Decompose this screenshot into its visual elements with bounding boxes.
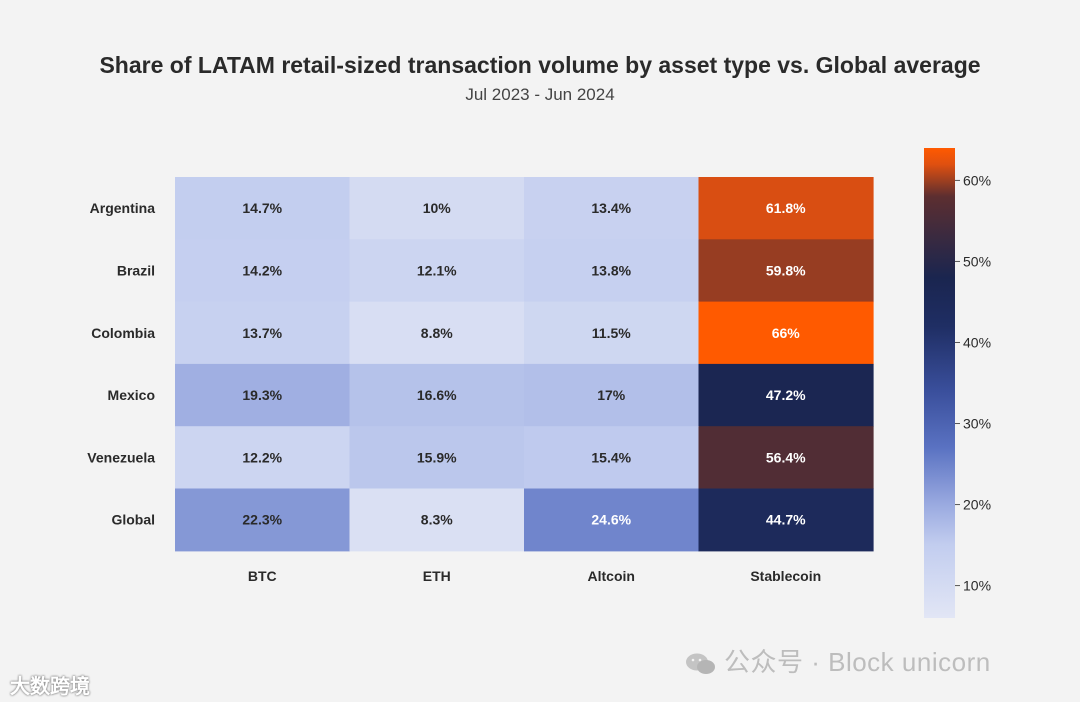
heatmap-cell bbox=[175, 488, 351, 552]
cell-value-label: 17% bbox=[597, 387, 626, 403]
cell-value-label: 13.4% bbox=[591, 200, 631, 216]
heatmap-cell bbox=[349, 239, 525, 303]
heatmap-cell bbox=[175, 363, 351, 427]
wechat-icon bbox=[686, 653, 715, 675]
colorbar-gradient bbox=[924, 148, 955, 618]
cell-value-label: 61.8% bbox=[766, 200, 806, 216]
heatmap-cells: 14.7% 10% 13.4% 61.8% 14.2% 12.1% 13.8% 59.8% 13… bbox=[175, 177, 874, 552]
column-label: Stablecoin bbox=[750, 568, 821, 584]
heatmap-cell bbox=[524, 301, 700, 365]
heatmap-cell bbox=[349, 488, 525, 552]
heatmap-cell bbox=[698, 363, 874, 427]
cell-value-label: 13.8% bbox=[591, 262, 631, 278]
column-label: BTC bbox=[248, 568, 277, 584]
row-label: Colombia bbox=[91, 325, 155, 341]
heatmap-cell bbox=[524, 426, 700, 490]
row-label: Venezuela bbox=[87, 449, 155, 465]
cell-value-label: 44.7% bbox=[766, 512, 806, 528]
row-label: Argentina bbox=[90, 200, 156, 216]
heatmap-cell bbox=[175, 177, 351, 240]
colorbar: 10% 20% 30% 40% 50% 60% bbox=[924, 148, 991, 618]
heatmap-cell bbox=[349, 301, 525, 365]
watermark-text: 公众号 · Block unicorn bbox=[724, 647, 991, 677]
heatmap-cell bbox=[349, 177, 525, 240]
cell-value-label: 12.2% bbox=[242, 449, 282, 465]
cell-value-label: 12.1% bbox=[417, 262, 457, 278]
colorbar-tick-label: 40% bbox=[963, 334, 991, 350]
chart-subtitle: Jul 2023 - Jun 2024 bbox=[465, 85, 615, 104]
heatmap-cell bbox=[698, 488, 874, 552]
row-label: Mexico bbox=[108, 387, 155, 403]
watermark-bottom-left: 大数跨境 bbox=[10, 676, 90, 698]
heatmap-cell bbox=[698, 426, 874, 490]
row-label: Global bbox=[111, 512, 155, 528]
cell-value-label: 11.5% bbox=[592, 325, 631, 341]
cell-value-label: 66% bbox=[772, 325, 801, 341]
heatmap-cell bbox=[175, 426, 351, 490]
cell-value-label: 19.3% bbox=[242, 387, 282, 403]
cell-value-label: 15.4% bbox=[591, 449, 631, 465]
column-label: ETH bbox=[423, 568, 451, 584]
colorbar-tick-label: 20% bbox=[963, 497, 991, 513]
cell-value-label: 22.3% bbox=[242, 512, 282, 528]
cell-value-label: 16.6% bbox=[417, 387, 457, 403]
cell-value-label: 8.8% bbox=[421, 325, 453, 341]
colorbar-tick-label: 60% bbox=[963, 172, 991, 188]
colorbar-tick-label: 30% bbox=[963, 416, 991, 432]
cell-value-label: 56.4% bbox=[766, 449, 806, 465]
heatmap-cell bbox=[349, 426, 525, 490]
colorbar-tick-label: 10% bbox=[963, 578, 991, 594]
cell-value-label: 14.7% bbox=[242, 200, 282, 216]
heatmap-cell bbox=[524, 488, 700, 552]
cell-value-label: 47.2% bbox=[766, 387, 806, 403]
heatmap-cell bbox=[524, 363, 700, 427]
heatmap-cell bbox=[698, 239, 874, 303]
cell-value-label: 14.2% bbox=[242, 262, 282, 278]
heatmap-cell bbox=[524, 177, 700, 240]
cell-value-label: 15.9% bbox=[417, 449, 457, 465]
heatmap-cell bbox=[698, 301, 874, 365]
heatmap-cell bbox=[698, 177, 874, 240]
chart-title: Share of LATAM retail-sized transaction … bbox=[99, 52, 981, 78]
watermark-bottom-right: 公众号 · Block unicorn bbox=[684, 642, 991, 679]
row-labels: Argentina Brazil Colombia Mexico Venezuela Gl… bbox=[87, 200, 155, 528]
column-label: Altcoin bbox=[588, 568, 635, 584]
colorbar-tick-label: 50% bbox=[963, 253, 991, 269]
cell-value-label: 10% bbox=[423, 200, 452, 216]
heatmap-cell bbox=[349, 363, 525, 427]
heatmap-cell bbox=[175, 239, 351, 303]
column-labels: BTC ETH Altcoin Stablecoin bbox=[248, 568, 821, 584]
cell-value-label: 8.3% bbox=[421, 512, 453, 528]
cell-value-label: 24.6% bbox=[591, 512, 631, 528]
cell-value-label: 59.8% bbox=[766, 262, 806, 278]
cell-value-label: 13.7% bbox=[242, 325, 282, 341]
heatmap-cell bbox=[175, 301, 351, 365]
heatmap-cell bbox=[524, 239, 700, 303]
row-label: Brazil bbox=[117, 262, 155, 278]
